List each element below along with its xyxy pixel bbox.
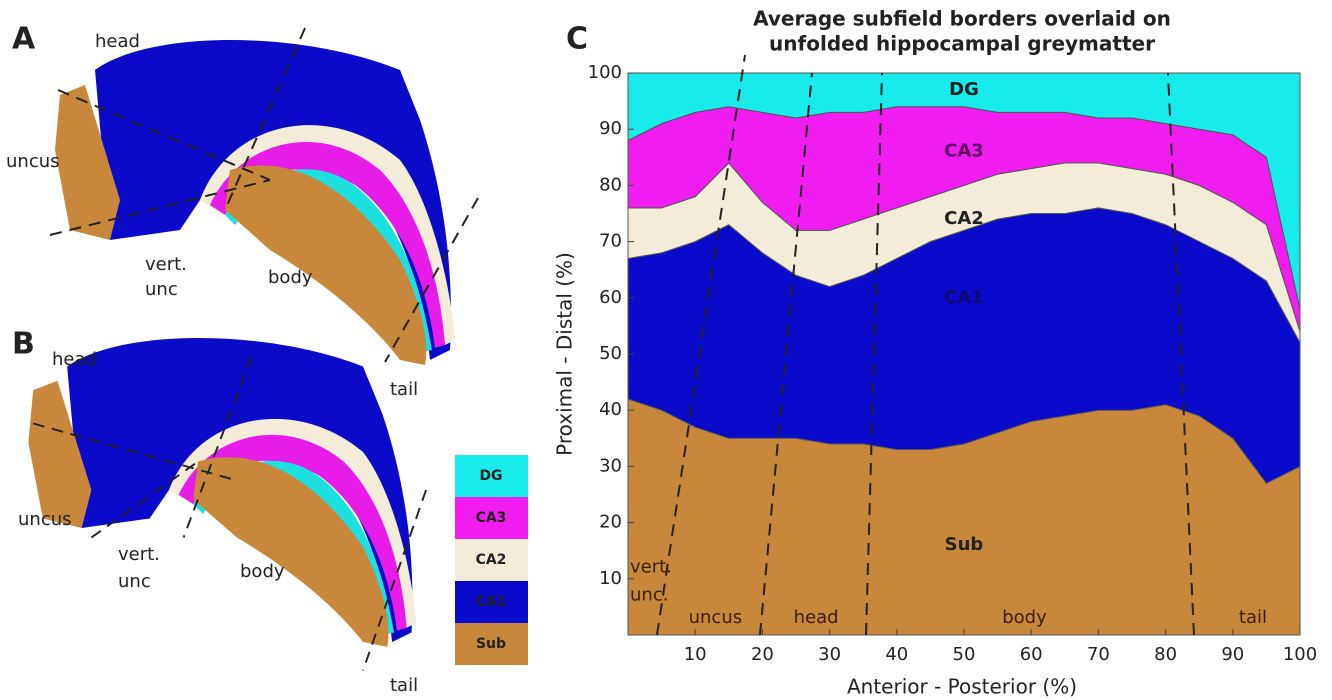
y-tick-label: 10 (599, 568, 622, 589)
region-label: tail (390, 379, 418, 400)
panel-label: A (12, 22, 36, 57)
region-label: vert. (118, 544, 160, 565)
panel-label: B (12, 327, 35, 362)
y-tick-label: 60 (599, 287, 622, 308)
segment-lines (656, 54, 1195, 636)
region-label: uncus (6, 151, 60, 172)
layer-label: CA3 (944, 141, 984, 162)
legend-label: CA3 (476, 510, 507, 526)
region-label: unc (145, 279, 178, 300)
region-label: vert. (630, 557, 672, 578)
x-axis-label: Anterior - Posterior (%) (847, 675, 1077, 699)
y-tick-label: 100 (588, 62, 622, 83)
region-label: head (794, 607, 839, 628)
region-label: unc. (630, 585, 668, 606)
region-label: tail (1239, 607, 1267, 628)
region-label: vert. (145, 254, 187, 275)
region-label: body (240, 561, 285, 582)
panel-a-render (49, 27, 479, 365)
legend-label: CA2 (476, 552, 507, 568)
region-label: body (268, 267, 313, 288)
x-tick-label: 50 (953, 644, 976, 665)
x-tick-label: 100 (1283, 644, 1317, 665)
y-tick-label: 90 (599, 118, 622, 139)
y-tick-label: 70 (599, 231, 622, 252)
x-tick-label: 70 (1087, 644, 1110, 665)
chart-title: Average subfield borders overlaid on (753, 7, 1171, 31)
layer-label: CA2 (944, 208, 984, 229)
y-tick-label: 20 (599, 512, 622, 533)
x-tick-label: 20 (751, 644, 774, 665)
panel-b-render (28, 338, 427, 671)
region-label: tail (390, 675, 418, 696)
legend-swatch (455, 455, 528, 497)
legend-label: Sub (476, 636, 506, 652)
legend-swatch (455, 623, 528, 665)
x-tick-label: 30 (818, 644, 841, 665)
region-label: head (95, 31, 140, 52)
x-tick-label: 80 (1154, 644, 1177, 665)
area-layer (627, 72, 1301, 310)
legend-swatch (455, 497, 528, 539)
x-tick-label: 60 (1020, 644, 1043, 665)
legend-label: CA1 (476, 594, 507, 610)
layer-label: Sub (945, 534, 984, 555)
legend-swatch (455, 539, 528, 581)
legend-swatch (455, 581, 528, 623)
chart-title: unfolded hippocampal greymatter (769, 32, 1155, 56)
panel-label: C (566, 22, 588, 57)
x-tick-label: 90 (1221, 644, 1244, 665)
hippocampus-render (55, 40, 455, 365)
region-label: head (52, 349, 97, 370)
y-tick-label: 40 (599, 399, 622, 420)
plot (627, 72, 1301, 636)
y-tick-label: 30 (599, 455, 622, 476)
overlay: 10 20 30 40 50 60 70 80 90 100 10 20 30 40 50 60 70 80 90 1… (588, 62, 1318, 665)
region-label: unc (118, 571, 151, 592)
hippocampus-render (28, 338, 417, 647)
y-tick-label: 50 (599, 343, 622, 364)
region-label: uncus (18, 509, 72, 530)
segment-lines (32, 356, 427, 671)
layer-label: DG (949, 79, 979, 100)
x-tick-label: 10 (684, 644, 707, 665)
layer-label: CA1 (944, 287, 984, 308)
x-tick-label: 40 (885, 644, 908, 665)
region-label: uncus (689, 607, 743, 628)
y-tick-label: 80 (599, 174, 622, 195)
y-axis-label: Proximal - Distal (%) (553, 252, 577, 456)
legend-label: DG (479, 468, 502, 484)
region-label: body (1002, 607, 1047, 628)
